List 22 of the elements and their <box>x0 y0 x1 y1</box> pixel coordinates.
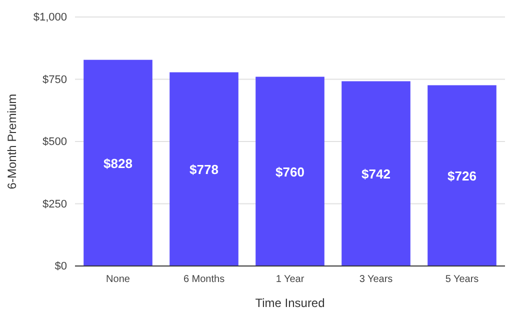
y-tick-label: $1,000 <box>33 12 67 24</box>
x-tick-label: 3 Years <box>359 274 393 286</box>
x-axis-title: Time Insured <box>255 296 325 310</box>
bar <box>170 72 238 266</box>
x-tick-label: 5 Years <box>445 274 479 286</box>
bar <box>342 81 410 266</box>
data-label: $778 <box>190 162 218 178</box>
y-tick-label: $250 <box>42 198 67 210</box>
data-label: $742 <box>362 166 390 182</box>
y-axis-title: 6-Month Premium <box>5 94 19 190</box>
data-label: $760 <box>276 164 304 180</box>
bar <box>256 76 324 266</box>
x-tick-label: 1 Year <box>276 274 305 286</box>
y-tick-label: $500 <box>42 136 67 148</box>
bar <box>84 60 152 266</box>
bar <box>428 85 496 266</box>
y-tick-label: $0 <box>54 260 67 273</box>
data-label: $828 <box>104 156 132 171</box>
x-tick-label: 6 Months <box>183 274 225 286</box>
y-tick-label: $750 <box>42 74 67 86</box>
x-tick-label: None <box>106 274 130 286</box>
data-label: $726 <box>448 168 476 184</box>
